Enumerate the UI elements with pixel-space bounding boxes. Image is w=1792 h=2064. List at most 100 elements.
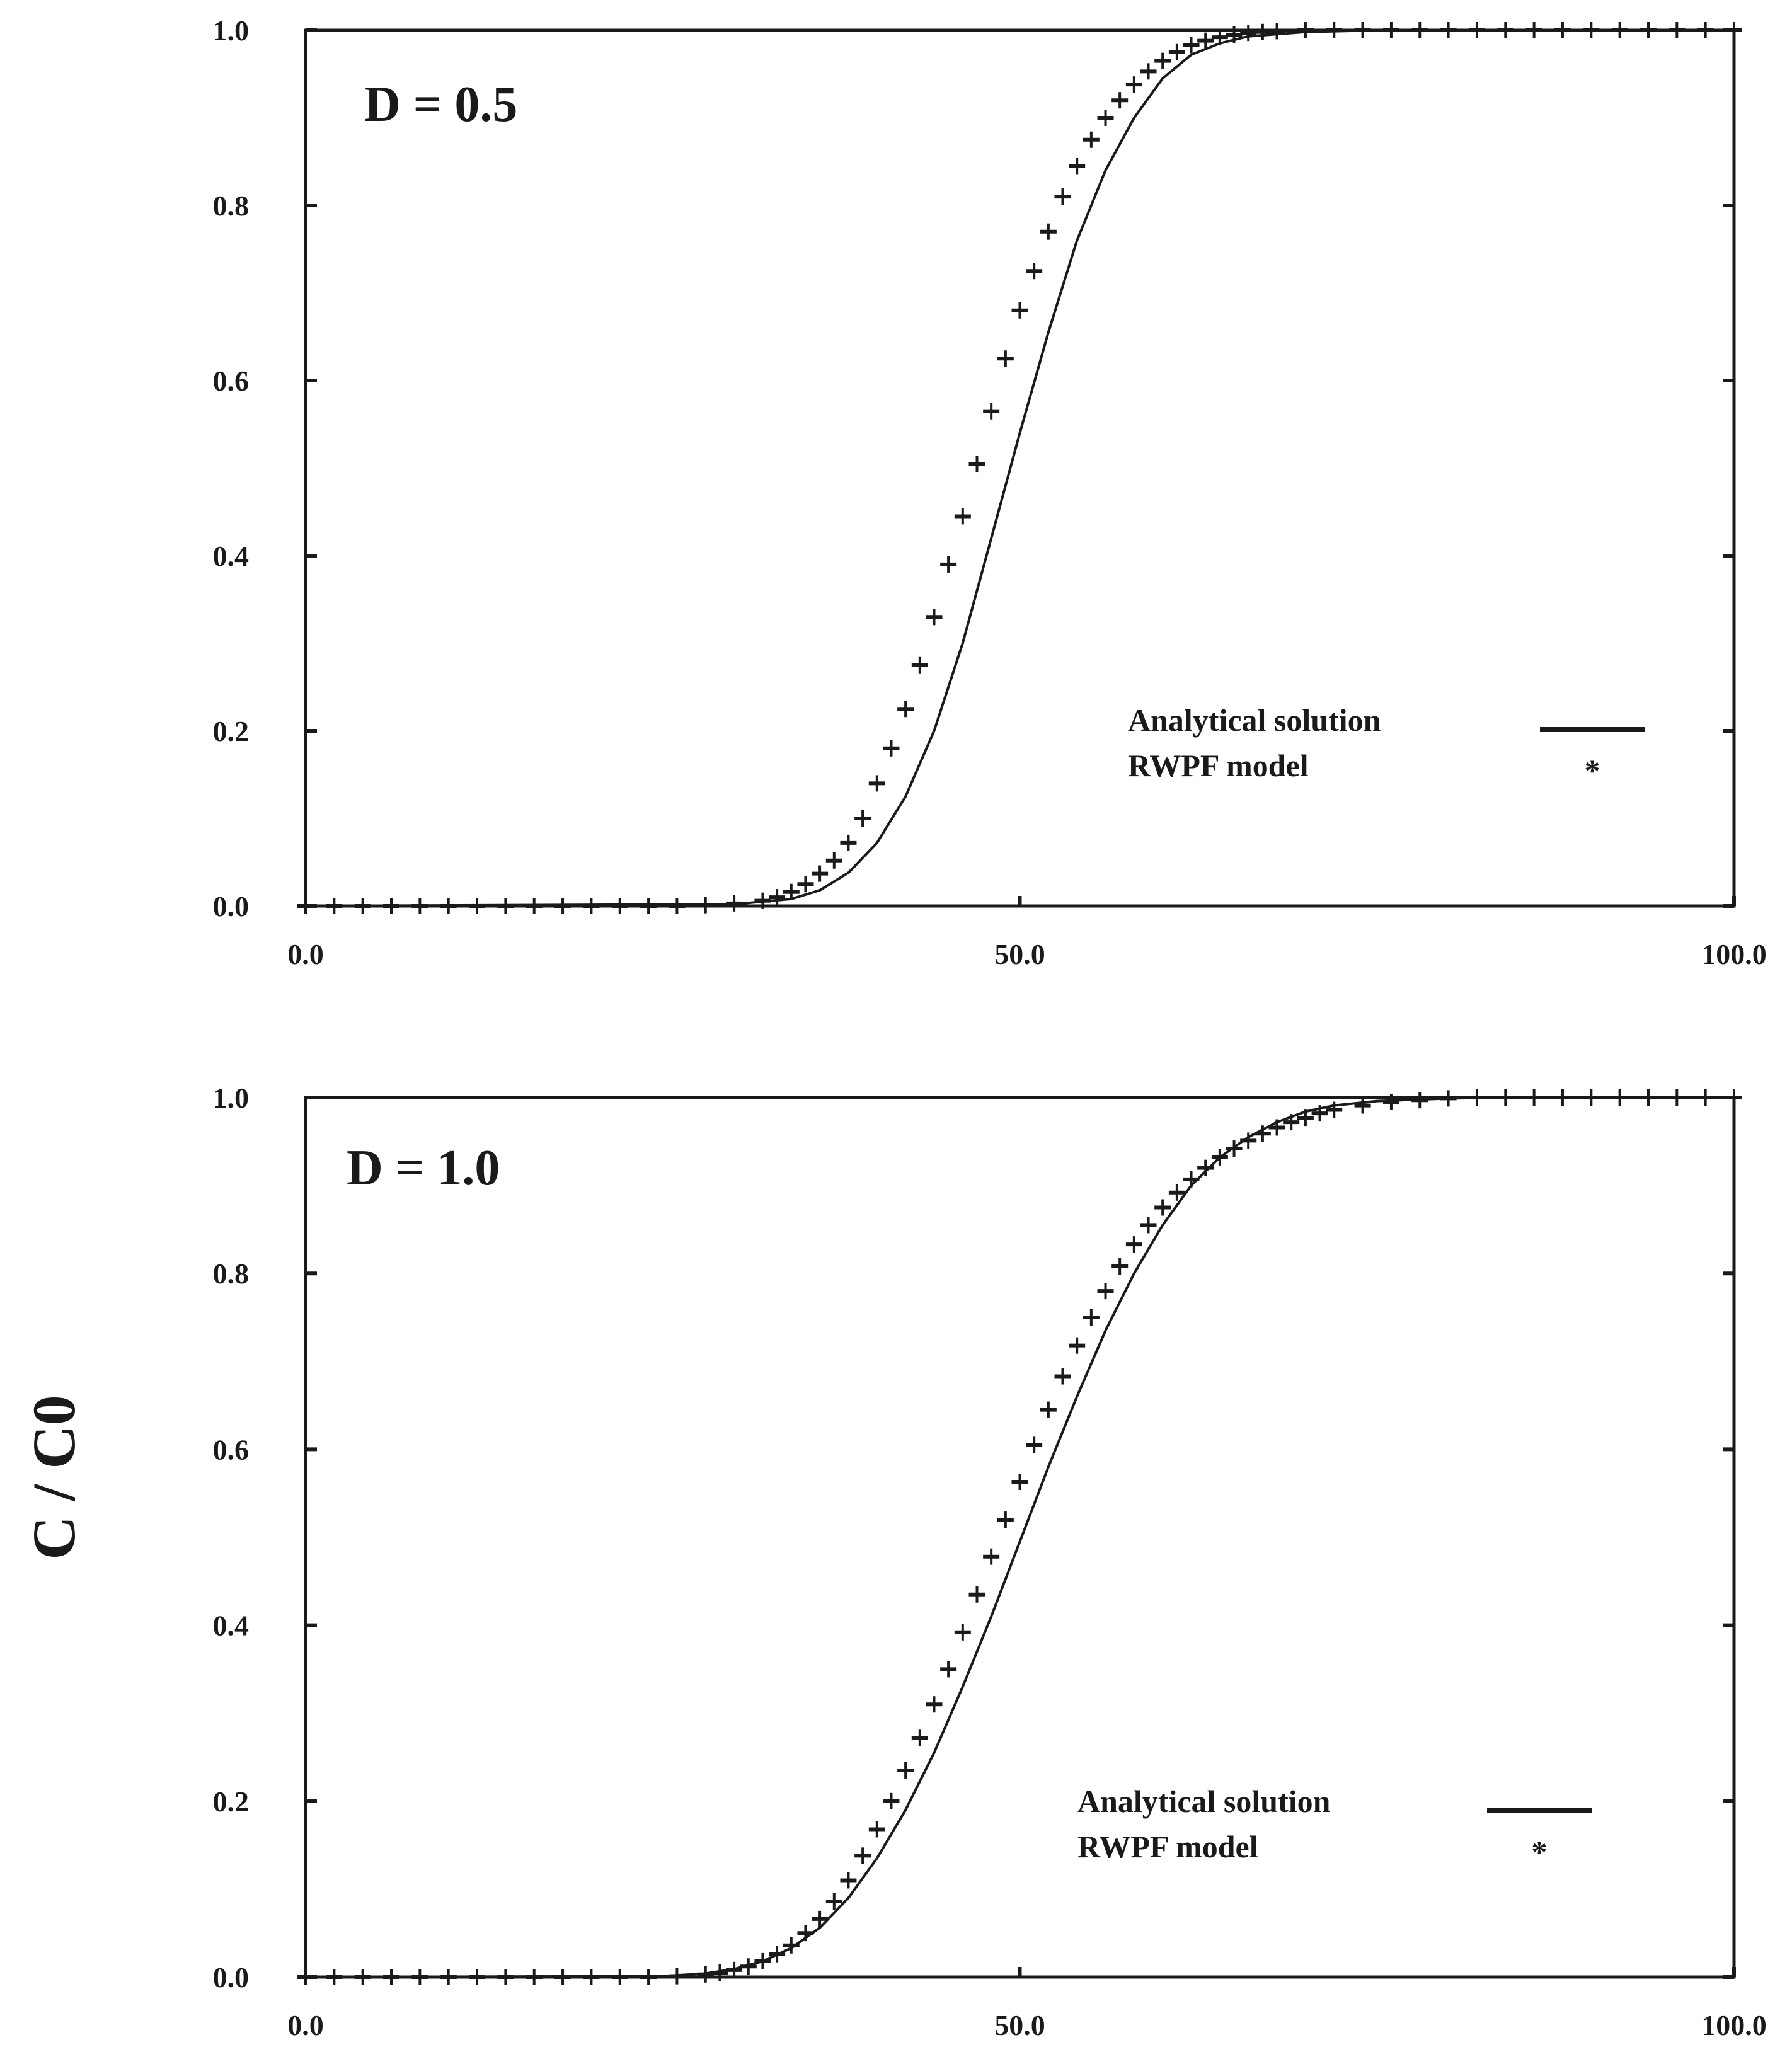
rwpf-marker [783, 1937, 800, 1954]
panel-annotation: D = 1.0 [347, 1140, 500, 1196]
rwpf-marker [1268, 23, 1285, 40]
rwpf-marker [1354, 1097, 1371, 1114]
rwpf-marker [640, 898, 657, 914]
rwpf-marker [926, 1696, 943, 1713]
rwpf-marker [1069, 158, 1086, 175]
rwpf-marker [1525, 1089, 1542, 1106]
rwpf-marker [297, 1969, 314, 1985]
rwpf-marker [1111, 92, 1129, 109]
rwpf-marker [740, 1958, 757, 1975]
rwpf-marker [383, 898, 400, 914]
rwpf-marker [983, 403, 1000, 420]
legend-rwpf-symbol: * [1585, 753, 1600, 788]
rwpf-marker [769, 889, 786, 906]
rwpf-marker [1468, 1089, 1485, 1106]
rwpf-marker [1411, 1092, 1428, 1109]
rwpf-marker [1525, 22, 1542, 38]
rwpf-marker [1197, 1159, 1214, 1176]
rwpf-marker [1168, 1184, 1185, 1201]
rwpf-marker [983, 1548, 1000, 1565]
rwpf-marker [1125, 1236, 1142, 1253]
legend-rwpf-label: RWPF model [1128, 748, 1309, 783]
legend-rwpf-label: RWPF model [1077, 1829, 1258, 1864]
rwpf-marker [997, 1511, 1014, 1528]
rwpf-marker [1254, 23, 1271, 40]
rwpf-marker [1726, 1089, 1742, 1106]
rwpf-marker [1697, 22, 1714, 38]
rwpf-marker [326, 1969, 343, 1985]
rwpf-marker [1640, 1089, 1657, 1106]
rwpf-marker [954, 1624, 971, 1641]
rwpf-marker [968, 456, 985, 473]
x-tick-label: 0.0 [287, 2009, 324, 2041]
rwpf-marker [897, 1762, 914, 1779]
rwpf-marker [1183, 37, 1200, 54]
rwpf-marker [840, 834, 857, 851]
rwpf-marker [1726, 22, 1742, 38]
rwpf-marker [940, 1661, 957, 1678]
rwpf-marker [326, 898, 343, 914]
rwpf-marker [440, 898, 457, 914]
rwpf-marker [1669, 22, 1686, 38]
rwpf-marker [840, 1872, 857, 1889]
rwpf-marker [797, 1925, 814, 1942]
rwpf-marker [1026, 263, 1043, 280]
rwpf-marker [697, 1966, 714, 1983]
rwpf-marker [1040, 1401, 1057, 1418]
rwpf-markers [297, 1089, 1742, 1985]
rwpf-marker [1554, 1089, 1571, 1106]
y-axis-label: C / C0 [20, 1395, 88, 1559]
rwpf-marker [1297, 22, 1314, 38]
rwpf-marker [1583, 22, 1600, 38]
rwpf-marker [711, 1964, 728, 1981]
rwpf-marker [1497, 1089, 1514, 1106]
rwpf-marker [411, 898, 428, 914]
rwpf-marker [497, 898, 514, 914]
rwpf-marker [1083, 1309, 1100, 1326]
rwpf-marker [669, 1968, 686, 1985]
rwpf-marker [825, 852, 842, 869]
rwpf-marker [1011, 302, 1028, 319]
rwpf-marker [1268, 1119, 1285, 1136]
rwpf-marker [1240, 25, 1257, 42]
chart-panel-2: 0.0 0.2 0.4 0.6 0.8 1.0 0.0 50.0 100.0 D = 1.0 Ana… [213, 1082, 1767, 2041]
rwpf-marker [1382, 22, 1399, 38]
rwpf-marker [997, 350, 1014, 367]
panels: 0.0 0.2 0.4 0.6 0.8 1.0 0.0 50.0 100.0 D = 0.5 Ana… [213, 14, 1767, 2041]
rwpf-marker [1297, 1109, 1314, 1127]
legend-rwpf-symbol: * [1532, 1834, 1548, 1869]
rwpf-marker [1140, 1217, 1157, 1234]
rwpf-marker [526, 1969, 543, 1985]
rwpf-marker [1011, 1474, 1028, 1491]
rwpf-marker [354, 1969, 371, 1985]
rwpf-marker [354, 898, 371, 914]
x-tick-label: 50.0 [994, 938, 1045, 970]
rwpf-marker [726, 895, 743, 912]
rwpf-marker [1111, 1258, 1129, 1275]
y-tick-label: 0.4 [213, 540, 250, 572]
rwpf-marker [1640, 22, 1657, 38]
rwpf-marker [783, 883, 800, 900]
rwpf-marker [1583, 1089, 1600, 1106]
rwpf-marker [469, 1969, 486, 1985]
rwpf-marker [1226, 1140, 1243, 1157]
y-tick-label: 0.0 [213, 1961, 250, 1993]
rwpf-marker [1069, 1337, 1086, 1354]
rwpf-marker [554, 898, 571, 914]
rwpf-marker [769, 1946, 786, 1963]
rwpf-marker [1211, 29, 1228, 46]
rwpf-marker [1168, 43, 1185, 60]
rwpf-marker [968, 1586, 985, 1603]
rwpf-marker [1154, 52, 1171, 69]
chart-panel-1: 0.0 0.2 0.4 0.6 0.8 1.0 0.0 50.0 100.0 D = 0.5 Ana… [213, 14, 1767, 970]
rwpf-marker [812, 865, 829, 882]
rwpf-marker [1140, 63, 1157, 80]
rwpf-marker [1411, 22, 1428, 38]
rwpf-marker [611, 1969, 628, 1985]
rwpf-marker [526, 898, 543, 914]
rwpf-marker [1097, 110, 1114, 126]
rwpf-marker [797, 876, 814, 893]
rwpf-marker [868, 775, 885, 792]
rwpf-marker [754, 1952, 771, 1969]
x-tick-label: 0.0 [287, 938, 324, 970]
